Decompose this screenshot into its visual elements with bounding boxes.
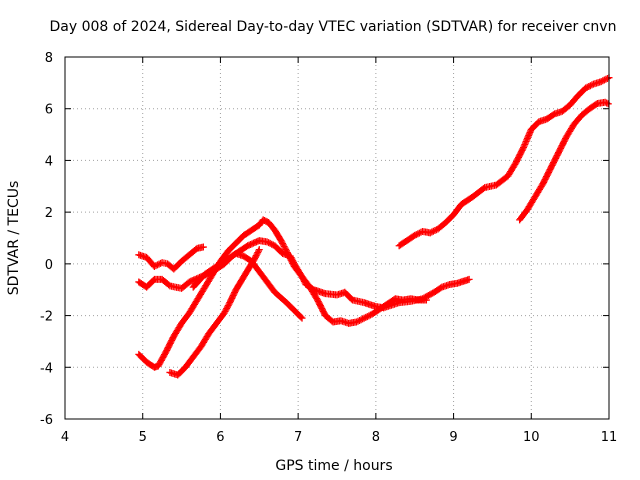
data-point <box>253 250 261 258</box>
y-tick-label: 8 <box>45 51 53 66</box>
data-point <box>602 75 610 83</box>
data-point <box>289 259 297 267</box>
data-point <box>357 316 365 324</box>
data-point <box>297 313 305 321</box>
axis-ticks: 4 5 6 7 8 9 10 11 -6 -4 -2 0 2 4 6 8 <box>40 51 617 445</box>
y-tick-label: 4 <box>45 154 53 169</box>
data-point <box>597 78 605 86</box>
data-point <box>356 316 364 324</box>
data-point <box>282 247 290 255</box>
data-point <box>153 261 161 269</box>
data-point <box>298 314 306 322</box>
data-point <box>600 76 608 84</box>
series-track-5 <box>166 246 263 379</box>
data-point <box>604 100 612 108</box>
data-point <box>465 275 473 283</box>
y-tick-label: 6 <box>45 103 53 118</box>
series-track-1 <box>135 243 207 273</box>
data-point <box>254 249 262 257</box>
data-point <box>603 74 611 82</box>
data-point <box>251 255 259 263</box>
series-track-4 <box>135 216 430 371</box>
data-point <box>360 314 368 322</box>
data-point <box>268 240 276 248</box>
chart-title: Day 008 of 2024, Sidereal Day-to-day VTE… <box>50 19 617 35</box>
plot-frame <box>64 56 610 420</box>
y-tick-label: 0 <box>45 258 53 273</box>
y-tick-label: 2 <box>45 206 53 221</box>
x-tick-label: 8 <box>372 430 380 445</box>
data-point <box>265 239 273 247</box>
data-point <box>414 230 422 238</box>
data-point <box>152 262 160 270</box>
data-point <box>354 317 362 325</box>
data-point <box>585 82 593 90</box>
x-tick-label: 7 <box>294 430 302 445</box>
data-point <box>363 313 371 321</box>
data-point <box>365 312 373 320</box>
data-point <box>352 318 360 326</box>
grid <box>65 57 609 419</box>
x-tick-label: 9 <box>449 430 457 445</box>
data-point <box>288 258 296 266</box>
x-axis-label: GPS time / hours <box>275 458 392 474</box>
x-tick-label: 11 <box>601 430 618 445</box>
data-point <box>429 227 437 235</box>
data-point <box>282 245 290 253</box>
data-points <box>135 74 613 379</box>
data-point <box>582 84 590 92</box>
x-tick-label: 5 <box>139 430 147 445</box>
data-point <box>428 228 436 236</box>
x-tick-label: 4 <box>61 430 69 445</box>
data-point <box>255 246 263 254</box>
data-point <box>601 98 609 106</box>
data-point <box>199 243 207 251</box>
data-point <box>599 77 607 85</box>
data-point <box>586 82 594 90</box>
data-point <box>422 296 430 304</box>
y-axis-label: SDTVAR / TECUs <box>6 181 22 296</box>
data-point <box>285 252 293 260</box>
data-point <box>415 229 423 237</box>
data-point <box>359 315 367 323</box>
data-point <box>411 231 419 239</box>
data-point <box>263 238 271 246</box>
y-tick-label: -4 <box>40 361 53 376</box>
data-point <box>583 83 591 91</box>
data-point <box>412 231 420 239</box>
y-tick-label: -2 <box>40 310 53 325</box>
data-point <box>255 247 263 255</box>
data-point <box>286 253 294 261</box>
y-tick-label: -6 <box>40 413 53 428</box>
data-point <box>588 81 596 89</box>
data-point <box>251 253 259 261</box>
series-track-7 <box>516 98 612 224</box>
data-point <box>266 239 274 247</box>
data-point <box>286 255 294 263</box>
series-track-6 <box>395 74 613 250</box>
data-point <box>284 250 292 258</box>
x-tick-label: 6 <box>216 430 224 445</box>
data-point <box>426 229 434 237</box>
data-point <box>431 227 439 235</box>
data-point <box>287 256 295 264</box>
data-point <box>283 248 291 256</box>
data-point <box>155 260 163 268</box>
x-tick-label: 10 <box>523 430 540 445</box>
data-point <box>150 262 158 270</box>
data-point <box>252 252 260 260</box>
data-point <box>362 313 370 321</box>
